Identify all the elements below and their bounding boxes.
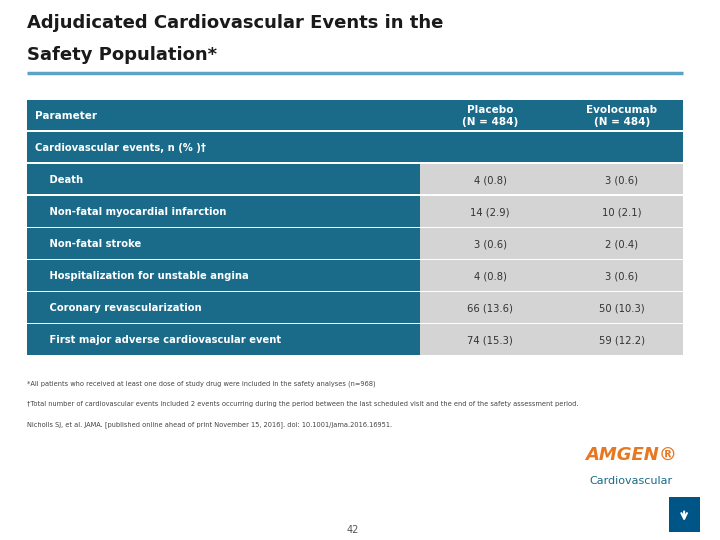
Bar — [27, 228, 420, 259]
Text: Parameter: Parameter — [35, 111, 97, 121]
Bar — [27, 292, 420, 323]
Text: 14 (2.9): 14 (2.9) — [470, 207, 510, 217]
Text: Cardiovascular events, n (% )†: Cardiovascular events, n (% )† — [35, 143, 206, 153]
Text: Hospitalization for unstable angina: Hospitalization for unstable angina — [40, 271, 249, 281]
Text: 3 (0.6): 3 (0.6) — [474, 239, 507, 249]
Bar — [420, 325, 683, 355]
Text: Placebo
(N = 484): Placebo (N = 484) — [462, 105, 518, 127]
Text: Non-fatal myocardial infarction: Non-fatal myocardial infarction — [40, 207, 227, 217]
Text: 50 (10.3): 50 (10.3) — [599, 303, 644, 313]
Text: 42: 42 — [346, 524, 359, 535]
Text: *All patients who received at least one dose of study drug were included in the : *All patients who received at least one … — [27, 381, 375, 387]
Bar — [420, 292, 683, 323]
Bar — [420, 196, 683, 226]
Text: 4 (0.8): 4 (0.8) — [474, 175, 507, 185]
Text: Adjudicated Cardiovascular Events in the: Adjudicated Cardiovascular Events in the — [27, 14, 444, 31]
Text: 3 (0.6): 3 (0.6) — [606, 271, 638, 281]
Text: Coronary revascularization: Coronary revascularization — [40, 303, 202, 313]
Text: AMGEN®: AMGEN® — [585, 446, 678, 463]
Text: Nicholls SJ, et al. JAMA. [published online ahead of print November 15, 2016]. d: Nicholls SJ, et al. JAMA. [published onl… — [27, 422, 392, 429]
Bar — [669, 497, 700, 532]
Bar — [420, 260, 683, 291]
Text: Evolocumab
(N = 484): Evolocumab (N = 484) — [586, 105, 657, 127]
Bar — [27, 325, 420, 355]
Text: 66 (13.6): 66 (13.6) — [467, 303, 513, 313]
Bar — [420, 164, 683, 194]
Bar — [27, 100, 683, 130]
Text: 74 (15.3): 74 (15.3) — [467, 335, 513, 346]
Text: Safety Population*: Safety Population* — [27, 46, 217, 64]
Text: †Total number of cardiovascular events included 2 events occurring during the pe: †Total number of cardiovascular events i… — [27, 401, 578, 407]
Bar — [420, 228, 683, 259]
Text: 2 (0.4): 2 (0.4) — [606, 239, 638, 249]
Text: 59 (12.2): 59 (12.2) — [599, 335, 644, 346]
Bar — [27, 132, 683, 163]
Bar — [27, 260, 420, 291]
Text: Death: Death — [40, 175, 84, 185]
Text: 10 (2.1): 10 (2.1) — [602, 207, 642, 217]
Bar — [27, 164, 420, 194]
Bar — [27, 196, 420, 226]
Text: 3 (0.6): 3 (0.6) — [606, 175, 638, 185]
Text: 4 (0.8): 4 (0.8) — [474, 271, 507, 281]
Text: First major adverse cardiovascular event: First major adverse cardiovascular event — [40, 335, 282, 346]
Text: Non-fatal stroke: Non-fatal stroke — [40, 239, 142, 249]
Text: Cardiovascular: Cardiovascular — [590, 476, 672, 487]
